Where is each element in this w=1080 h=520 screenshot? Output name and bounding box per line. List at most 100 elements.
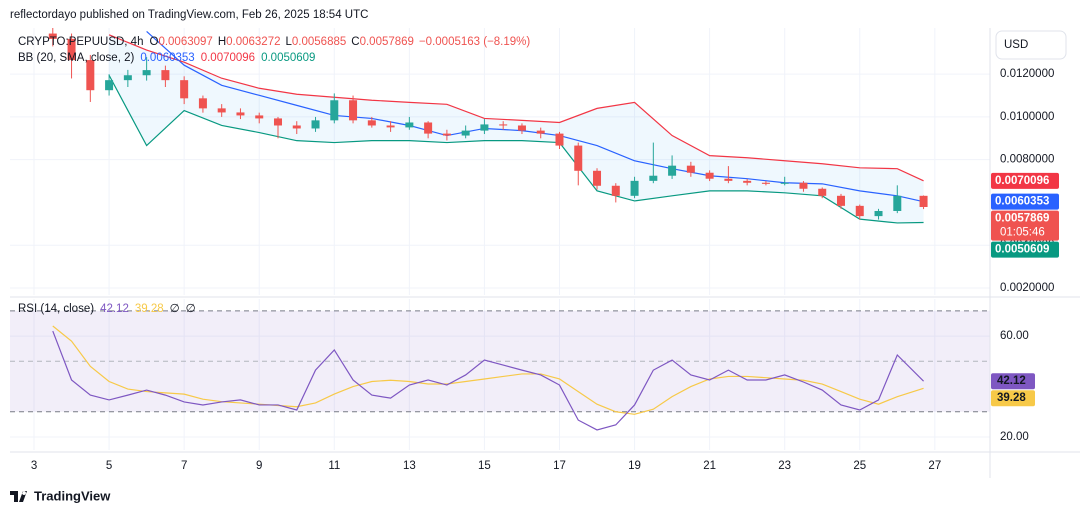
x-tick-label: 13: [403, 460, 416, 472]
y-tick-label: 0.0100000: [1000, 111, 1054, 123]
ohlc-value: 0.0057869: [360, 36, 414, 48]
candle-body: [480, 124, 489, 131]
rsi-tag-label: 42.12: [997, 375, 1026, 387]
candle-body: [574, 145, 583, 171]
indicator-name: BB (20, SMA, close, 2): [18, 52, 134, 64]
candle-body: [630, 180, 639, 196]
ohlc-key: C: [351, 36, 359, 48]
ohlc-key: O: [149, 36, 158, 48]
rsi-tag-label: 39.28: [997, 392, 1026, 404]
ohlc-value: 0.0063097: [158, 36, 212, 48]
price-tag: [991, 210, 1059, 241]
candle-body: [836, 195, 845, 206]
x-tick-label: 23: [778, 460, 791, 472]
indicator-value: 0.0050609: [261, 52, 315, 64]
y-tick-label: 0.0120000: [1000, 68, 1054, 80]
candle-body: [442, 133, 451, 136]
candle-body: [705, 172, 714, 179]
ohlc-value: 0.0063272: [226, 36, 280, 48]
price-pane: [48, 28, 928, 224]
line: [52, 330, 924, 431]
rsi-title: RSI (14, close): [18, 303, 94, 315]
candle-body: [686, 165, 695, 173]
y-tick-label: 20.00: [1000, 431, 1029, 443]
candle-body: [142, 70, 151, 76]
candle-body: [405, 122, 414, 128]
ohlc-key: L: [286, 36, 293, 48]
candle-body: [611, 185, 620, 196]
ohlc-value: 0.0056885: [292, 36, 346, 48]
brand: TradingView: [10, 488, 111, 503]
price-tag: [991, 241, 1059, 258]
candle-body: [161, 70, 170, 81]
y-tick-label: 60.00: [1000, 330, 1029, 342]
currency[interactable]: USD: [1004, 39, 1028, 51]
candle-body: [724, 178, 733, 181]
candle-body: [743, 180, 752, 183]
x-tick-label: 21: [703, 460, 716, 472]
indicator-value: 0.0070096: [201, 52, 255, 64]
candle-body: [217, 108, 226, 113]
x-tick-label: 7: [181, 460, 187, 472]
rsi-extra: ∅: [186, 303, 196, 315]
candle-body: [349, 100, 358, 121]
candle-body: [517, 125, 526, 131]
candle-body: [67, 38, 76, 61]
indicator-line: [108, 74, 924, 224]
candle-body: [86, 60, 95, 91]
rsi-pane: [10, 310, 990, 431]
candle-body: [761, 182, 770, 184]
candle-body: [424, 122, 433, 134]
candle-body: [855, 205, 864, 217]
candle-body: [818, 188, 827, 196]
candle-body: [273, 118, 282, 126]
candle-body: [499, 124, 508, 126]
x-tick-label: 25: [853, 460, 866, 472]
ohlc-key: H: [218, 36, 226, 48]
candle-body: [236, 112, 245, 116]
candle-body: [649, 175, 658, 181]
legend-indicator: BB (20, SMA, close, 2) 0.0060353 0.0070096…: [18, 52, 315, 64]
indicator-value: 0.0060353: [140, 52, 194, 64]
x-tick-label: 11: [328, 460, 340, 472]
indicator-line: [108, 34, 924, 182]
x-tick-label: 3: [31, 460, 37, 472]
change: −0.0005163 (−8.19%): [419, 36, 530, 48]
band-fill: [109, 34, 924, 223]
rsi-value: 39.28: [135, 303, 164, 315]
candle-body: [311, 120, 320, 129]
candle-body: [555, 133, 564, 146]
candle-body: [123, 75, 132, 81]
candle-body: [893, 195, 902, 211]
candle-body: [48, 33, 57, 39]
price-tag-label: 0.0057869: [995, 213, 1049, 225]
currency-button[interactable]: [995, 30, 1067, 60]
grid-layer: [10, 28, 990, 450]
symbol: CRYPTO:PEPUUSD, 4h: [18, 36, 143, 48]
candle-body: [255, 115, 264, 119]
rsi-tag: [991, 390, 1035, 407]
x-tick-label: 27: [928, 460, 941, 472]
brand-name: TradingView: [34, 488, 111, 503]
candle-body: [668, 165, 677, 176]
candle-body: [180, 80, 189, 99]
candle-body: [799, 182, 808, 189]
price-tag-label: 0.0050609: [995, 244, 1049, 256]
candle-body: [367, 120, 376, 126]
candle-body: [536, 130, 545, 134]
x-tick-label: 17: [553, 460, 566, 472]
price-tag-label: 0.0070096: [995, 175, 1049, 187]
label-layer: 0.00200000.00400000.00800000.01000000.01…: [18, 36, 1059, 472]
candle-body: [292, 125, 301, 129]
header: reflectordayo published on TradingView.c…: [10, 9, 368, 21]
candle-body: [198, 98, 207, 109]
candle-body: [461, 130, 470, 136]
y-tick-label: 0.0020000: [1000, 282, 1054, 294]
rsi-value: 42.12: [100, 303, 129, 315]
candle-body: [593, 170, 602, 186]
rsi-tag: [991, 373, 1035, 390]
x-tick-label: 5: [106, 460, 112, 472]
legend-rsi: RSI (14, close) 42.12 39.28 ∅ ∅: [18, 303, 196, 315]
